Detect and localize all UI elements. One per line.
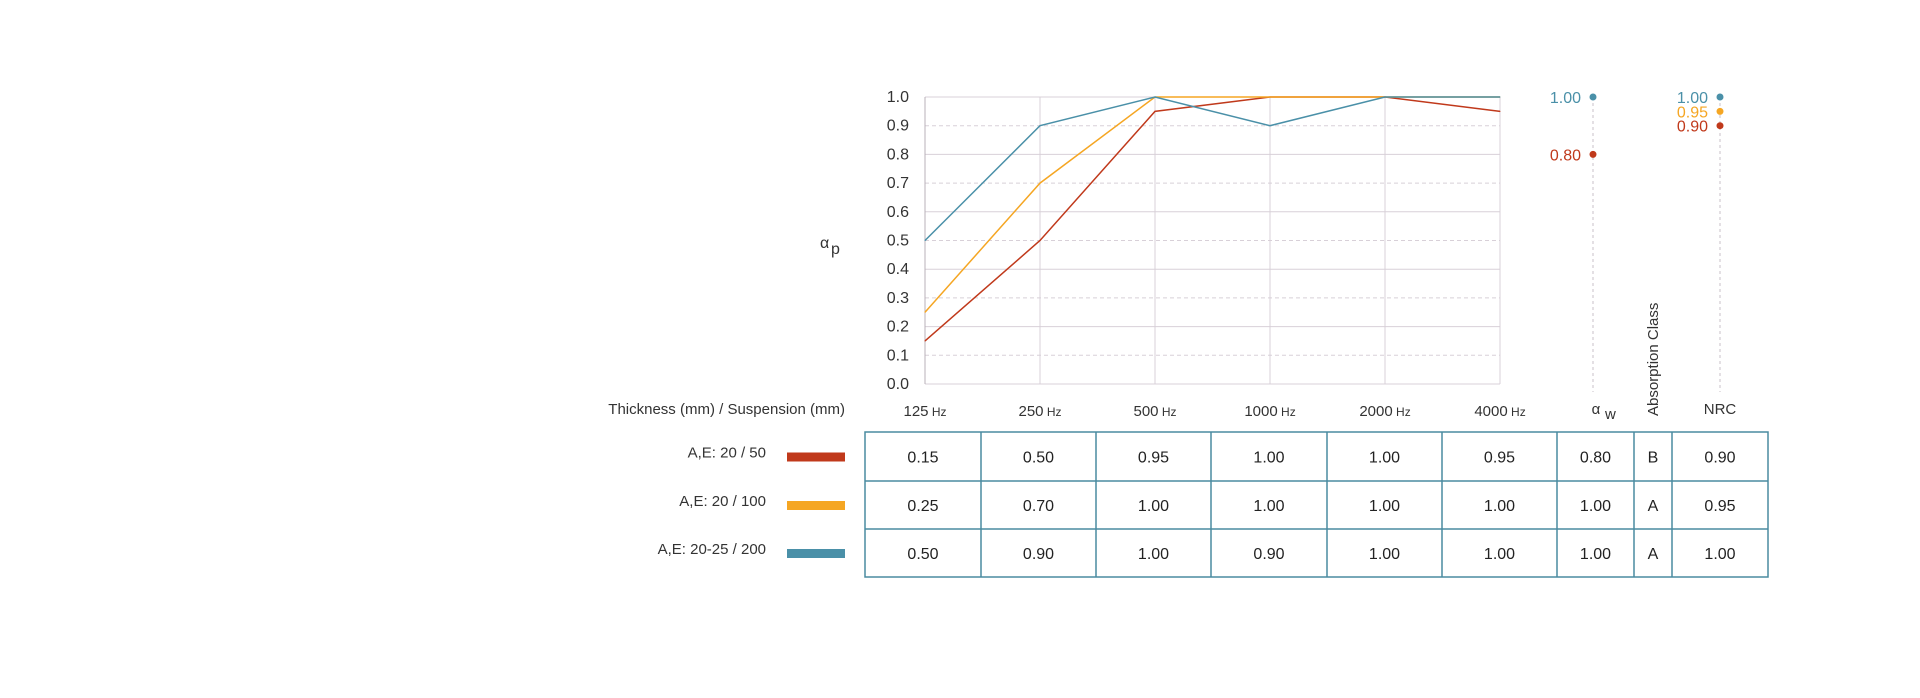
- table-cell: 0.70: [1023, 498, 1054, 515]
- table-cell: 1.00: [1580, 498, 1611, 515]
- nrc-point: [1716, 107, 1724, 115]
- data-point: [1269, 125, 1271, 127]
- nrc-column-header: NRC: [1704, 401, 1737, 418]
- table-row-label: A,E: 20 / 50: [688, 445, 766, 462]
- legend-swatch: [787, 549, 845, 558]
- x-tick-label: 4000 Hz: [1474, 403, 1525, 420]
- data-point: [1499, 110, 1501, 112]
- values-table-border: [864, 431, 1769, 578]
- table-cell: 0.25: [907, 498, 938, 515]
- aw-point: [1589, 93, 1597, 101]
- table-row-label: A,E: 20-25 / 200: [658, 541, 766, 558]
- table-cell: 1.00: [1253, 450, 1284, 467]
- table-cell: 0.95: [1138, 450, 1169, 467]
- table-cell: 1.00: [1484, 498, 1515, 515]
- table-cell: 1.00: [1369, 546, 1400, 563]
- x-tick-label: 500 Hz: [1133, 403, 1176, 420]
- data-point: [924, 340, 926, 342]
- nrc-point-label: 0.95: [1677, 104, 1708, 121]
- table-cell: B: [1648, 450, 1659, 467]
- table-cell: 0.95: [1484, 450, 1515, 467]
- x-tick-label: 1000 Hz: [1244, 403, 1295, 420]
- y-tick-label: 0.4: [887, 261, 909, 278]
- table-cell: 0.95: [1704, 498, 1735, 515]
- y-tick-label: 0.2: [887, 319, 909, 336]
- aw-column-header: α: [1592, 401, 1601, 418]
- legend-swatch: [787, 452, 845, 462]
- data-point: [1039, 240, 1041, 241]
- data-point: [1269, 96, 1271, 98]
- table-cell: 0.90: [1704, 450, 1735, 467]
- data-point: [1039, 125, 1041, 127]
- series-line-2: [924, 96, 1500, 313]
- y-tick-label: 0.1: [887, 347, 909, 364]
- data-point: [924, 240, 926, 241]
- x-tick-label: 250 Hz: [1018, 403, 1061, 420]
- table-cell: A: [1648, 498, 1659, 515]
- table-cell: 0.80: [1580, 450, 1611, 467]
- y-tick-label: 0.7: [887, 175, 909, 192]
- table-row-label: A,E: 20 / 100: [679, 493, 766, 510]
- nrc-point-label: 0.90: [1677, 119, 1708, 136]
- series-line-3: [924, 96, 1500, 242]
- table-cell: 0.15: [907, 450, 938, 467]
- y-tick-label: 0.0: [887, 376, 909, 393]
- y-tick-label: 1.0: [887, 89, 909, 106]
- y-axis-label: α: [820, 235, 829, 252]
- table-cell: 0.50: [907, 546, 938, 563]
- y-tick-label: 0.6: [887, 204, 909, 221]
- data-point: [1384, 96, 1386, 98]
- table-cell: 1.00: [1484, 546, 1515, 563]
- y-tick-label: 0.9: [887, 118, 909, 135]
- y-axis-label-subscript: p: [831, 241, 840, 258]
- data-point: [1154, 96, 1156, 98]
- table-cell: 1.00: [1138, 546, 1169, 563]
- y-tick-label: 0.3: [887, 290, 909, 307]
- y-tick-label: 0.8: [887, 146, 909, 163]
- table-cell: 1.00: [1580, 546, 1611, 563]
- data-point: [1499, 96, 1501, 98]
- legend-swatch: [787, 501, 845, 510]
- table-cell: 1.00: [1704, 546, 1735, 563]
- table-cell: 0.50: [1023, 450, 1054, 467]
- nrc-point-label: 1.00: [1677, 90, 1708, 107]
- table-cell: A: [1648, 546, 1659, 563]
- x-tick-label: 125 Hz: [903, 403, 946, 420]
- data-point: [1154, 110, 1156, 112]
- table-header-label: Thickness (mm) / Suspension (mm): [608, 401, 845, 418]
- data-point: [924, 311, 926, 313]
- y-tick-label: 0.5: [887, 233, 909, 250]
- x-tick-label: 2000 Hz: [1359, 403, 1410, 420]
- table-cell: 0.90: [1023, 546, 1054, 563]
- table-cell: 1.00: [1138, 498, 1169, 515]
- table-cell: 1.00: [1369, 450, 1400, 467]
- nrc-point: [1716, 122, 1724, 130]
- absorption-class-label: Absorption Class: [1645, 303, 1662, 416]
- nrc-point: [1716, 93, 1724, 101]
- table-cell: 1.00: [1369, 498, 1400, 515]
- data-point: [1039, 182, 1041, 184]
- aw-point-label: 1.00: [1550, 90, 1581, 107]
- aw-point: [1589, 150, 1597, 158]
- aw-column-header-subscript: w: [1604, 406, 1616, 423]
- aw-point-label: 0.80: [1550, 147, 1581, 164]
- table-cell: 0.90: [1253, 546, 1284, 563]
- table-cell: 1.00: [1253, 498, 1284, 515]
- series-line-1: [924, 96, 1501, 342]
